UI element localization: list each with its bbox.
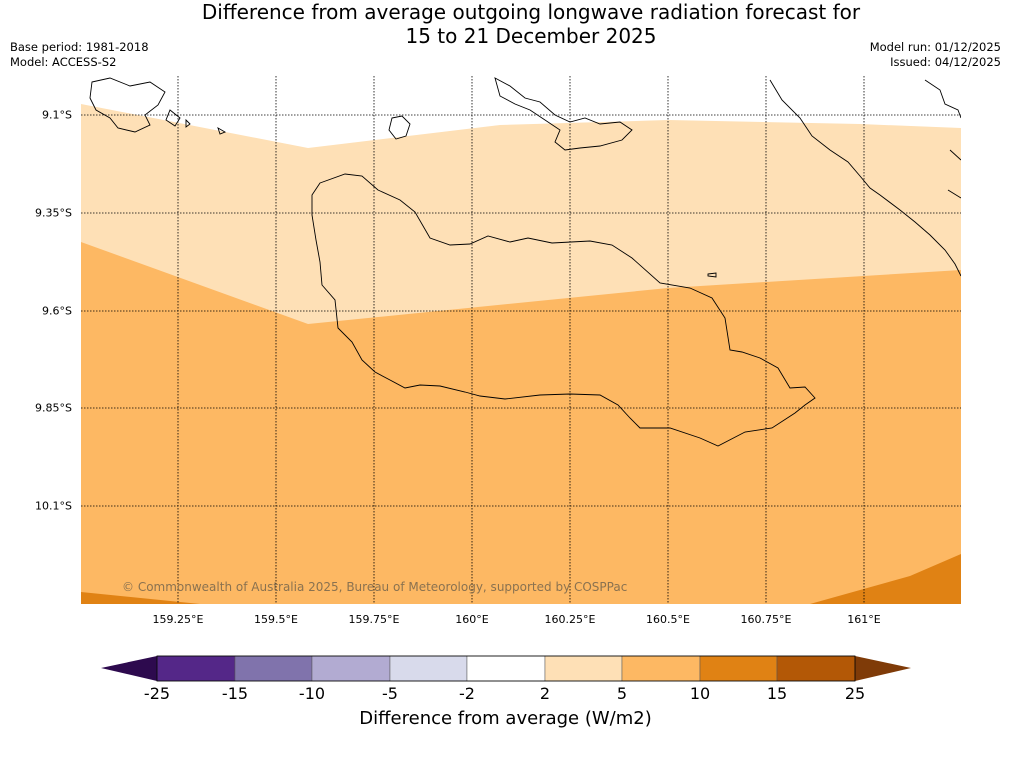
issued-date: Issued: 04/12/2025 bbox=[890, 55, 1001, 69]
colorbar-tick-label: -25 bbox=[143, 684, 171, 703]
colorbar-tick-label: -5 bbox=[382, 684, 398, 703]
colorbar-segment bbox=[776, 655, 856, 682]
meta-left: Base period: 1981-2018 Model: ACCESS-S2 bbox=[10, 40, 149, 70]
colorbar-segment bbox=[234, 655, 313, 682]
lat-tick-label: 10.1°S bbox=[35, 499, 72, 513]
colorbar bbox=[101, 655, 911, 682]
colorbar-segment bbox=[389, 655, 468, 682]
map-plot-area bbox=[81, 76, 961, 604]
colorbar-tick-label: 15 bbox=[766, 684, 788, 703]
coastline-savo-island bbox=[388, 115, 411, 140]
colorbar-tick-label: 2 bbox=[539, 684, 551, 703]
colorbar-extend-low bbox=[101, 656, 157, 681]
coastline-malaita bbox=[769, 79, 961, 277]
colorbar-label: Difference from average (W/m2) bbox=[359, 708, 652, 729]
coastline-guadalcanal bbox=[311, 173, 816, 447]
lat-tick-label: 9.85°S bbox=[35, 401, 72, 415]
colorbar-tick-label: 10 bbox=[689, 684, 711, 703]
colorbar-tick-label: -10 bbox=[298, 684, 326, 703]
lon-tick-label: 159.5°E bbox=[254, 613, 298, 626]
colorbar-segment bbox=[699, 655, 778, 682]
title-line-1: Difference from average outgoing longwav… bbox=[201, 0, 861, 24]
coastline-northwest-islands bbox=[89, 77, 227, 135]
anomaly-band-10-15-left bbox=[81, 592, 200, 604]
lat-tick-label: 9.1°S bbox=[42, 108, 72, 122]
colorbar-segment bbox=[544, 655, 623, 682]
lon-tick-label: 159.25°E bbox=[152, 613, 204, 626]
colorbar-tick-label: -15 bbox=[221, 684, 249, 703]
colorbar-segment bbox=[156, 655, 236, 682]
coastline-florida-islands bbox=[494, 77, 633, 151]
copyright-credit: © Commonwealth of Australia 2025, Bureau… bbox=[122, 580, 628, 594]
coastline-small-islet bbox=[707, 272, 717, 278]
model-run: Model run: 01/12/2025 bbox=[869, 40, 1001, 54]
colorbar-extend-high bbox=[855, 656, 911, 681]
colorbar-segment bbox=[621, 655, 701, 682]
lon-tick-label: 160.5°E bbox=[646, 613, 690, 626]
gridlines bbox=[81, 76, 961, 604]
colorbar-segment bbox=[466, 655, 546, 682]
colorbar-tick-label: 5 bbox=[616, 684, 628, 703]
colorbar-tick-label: -2 bbox=[459, 684, 475, 703]
lon-tick-label: 160.25°E bbox=[544, 613, 596, 626]
lon-tick-label: 159.75°E bbox=[348, 613, 400, 626]
lon-tick-label: 160.75°E bbox=[740, 613, 792, 626]
lat-tick-label: 9.35°S bbox=[35, 206, 72, 220]
chart-title: Difference from average outgoing longwav… bbox=[0, 0, 1011, 48]
lon-tick-label: 160°E bbox=[455, 613, 489, 626]
colorbar-outline bbox=[156, 655, 856, 682]
coastlines bbox=[89, 77, 961, 447]
lat-tick-label: 9.6°S bbox=[42, 304, 72, 318]
base-period: Base period: 1981-2018 bbox=[10, 40, 149, 54]
anomaly-band-neutral bbox=[81, 76, 961, 148]
colorbar-tick-label: 25 bbox=[844, 684, 866, 703]
colorbar-segment bbox=[311, 655, 391, 682]
model-name: Model: ACCESS-S2 bbox=[10, 55, 117, 69]
title-line-2: 15 to 21 December 2025 bbox=[405, 24, 657, 48]
anomaly-band-10-15-right bbox=[810, 554, 961, 604]
lon-tick-label: 161°E bbox=[847, 613, 881, 626]
meta-right: Model run: 01/12/2025 Issued: 04/12/2025 bbox=[870, 40, 1001, 70]
